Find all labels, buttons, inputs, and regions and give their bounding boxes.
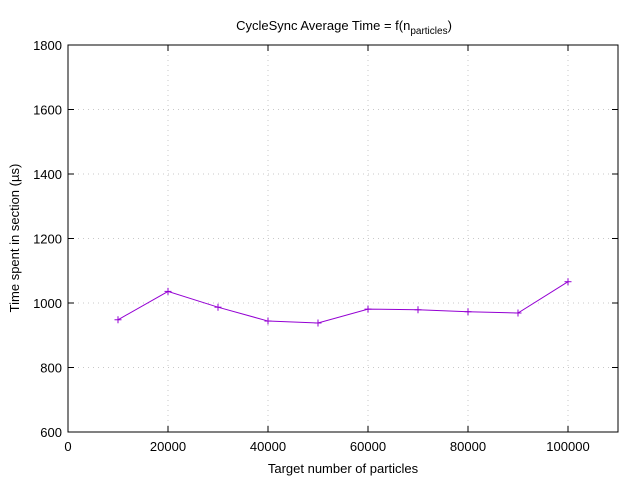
x-tick-label: 20000	[150, 439, 186, 454]
data-point	[164, 287, 172, 295]
grid-lines	[68, 45, 618, 432]
series-line	[117, 281, 569, 324]
y-tick-label: 1200	[33, 232, 62, 247]
series-layer	[114, 278, 572, 327]
x-tick-label: 100000	[546, 439, 589, 454]
y-tick-label: 600	[40, 425, 62, 440]
plot-frame	[67, 44, 619, 433]
chart-title: CycleSync Average Time = f(nparticles)	[236, 18, 452, 37]
chart-title-tail: )	[448, 18, 452, 33]
data-point	[114, 316, 122, 324]
data-point	[214, 303, 222, 311]
chart-title-subscript: particles	[410, 26, 447, 37]
data-point	[314, 319, 322, 327]
x-tick-label: 60000	[350, 439, 386, 454]
x-tick-label: 0	[64, 439, 71, 454]
data-point	[364, 305, 372, 313]
y-tick-label: 1600	[33, 103, 62, 118]
data-point	[514, 309, 522, 317]
x-axis-label: Target number of particles	[268, 461, 419, 476]
data-point	[414, 306, 422, 314]
data-point	[464, 308, 472, 316]
y-tick-label: 1000	[33, 296, 62, 311]
axis-ticks: 600 800 1000 1200 1400 1600 1800 0 20000 40000 600…	[33, 38, 618, 454]
data-point	[264, 317, 272, 325]
y-axis-label: Time spent in section (µs)	[7, 164, 22, 313]
y-tick-label: 800	[40, 361, 62, 376]
y-tick-label: 1800	[33, 38, 62, 53]
chart-title-main: CycleSync Average Time = f(n	[236, 18, 410, 33]
y-tick-label: 1400	[33, 167, 62, 182]
x-tick-label: 40000	[250, 439, 286, 454]
data-point	[564, 278, 572, 286]
x-tick-label: 80000	[450, 439, 486, 454]
